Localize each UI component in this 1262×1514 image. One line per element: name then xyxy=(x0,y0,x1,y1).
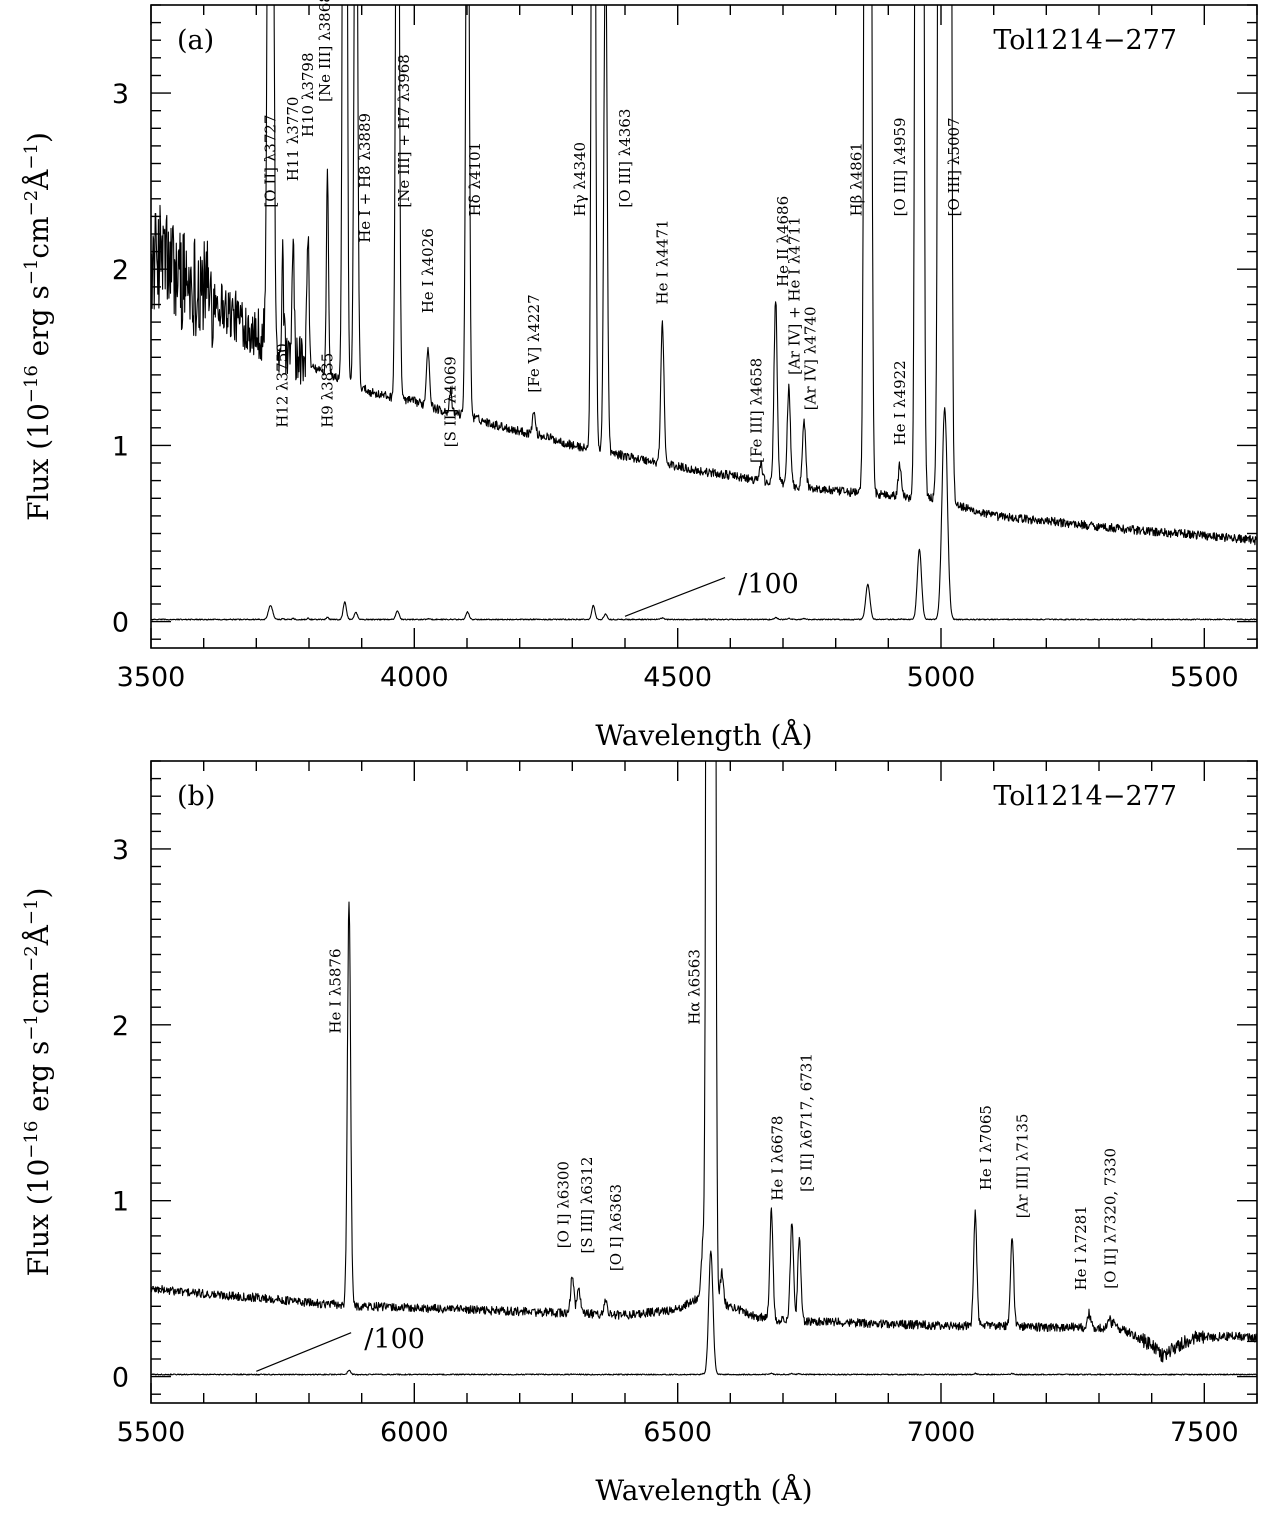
line-label: He I λ6678 xyxy=(769,1116,787,1201)
line-label: Hδ λ4101 xyxy=(466,142,484,217)
y-axis-title: Flux (10−16 erg s−1cm−2Å−1) xyxy=(21,132,55,521)
object-name: Tol1214−277 xyxy=(993,781,1177,812)
line-label: [O III] λ4363 xyxy=(616,109,634,208)
line-label: [O I] λ6300 xyxy=(554,1161,572,1248)
y-tick-label: 2 xyxy=(112,255,129,286)
spectrum-series-scaled xyxy=(151,407,1257,621)
line-label: He I λ4471 xyxy=(653,219,671,304)
object-name: Tol1214−277 xyxy=(993,25,1177,56)
x-tick-label: 7500 xyxy=(1170,1417,1239,1448)
y-tick-label: 2 xyxy=(112,1011,129,1042)
line-label: Hβ λ4861 xyxy=(848,142,866,216)
scale-pointer xyxy=(624,576,726,617)
line-label: Hγ λ4340 xyxy=(571,142,589,217)
panel-tag: (a) xyxy=(177,25,214,56)
line-label: [Fe III] λ4658 xyxy=(748,358,766,463)
line-label: He II λ4686 xyxy=(774,196,792,287)
line-label: [S III] λ6312 xyxy=(578,1157,596,1254)
y-tick-label: 0 xyxy=(112,608,129,639)
plot-frame xyxy=(150,4,1258,649)
x-tick-label: 5000 xyxy=(907,662,976,693)
scale-pointer xyxy=(256,1332,352,1372)
panel-a-spectrum: 3500 4000 4500 5000 5500 0 1 2 3 (a) Tol1214−277/1… xyxy=(21,0,1258,752)
line-label: He I λ7065 xyxy=(977,1105,995,1190)
x-tick-label: 3500 xyxy=(117,662,186,693)
line-label: [O II] λ3727 xyxy=(262,115,280,208)
line-label: [S II] λ4069 xyxy=(442,356,460,447)
spectrum-series xyxy=(151,761,1257,1363)
scale-note: /100 xyxy=(738,569,799,600)
line-label: H10 λ3798 xyxy=(299,52,317,137)
line-label: Hα λ6563 xyxy=(686,949,704,1025)
y-tick-label: 3 xyxy=(112,79,129,110)
panel-tag: (b) xyxy=(177,781,215,812)
line-label: H11 λ3770 xyxy=(284,97,302,182)
line-label: [O III] λ5007 xyxy=(945,117,963,216)
line-label: H12 λ3750 xyxy=(274,343,292,428)
y-axis-title: Flux (10−16 erg s−1cm−2Å−1) xyxy=(21,888,55,1277)
plot-frame xyxy=(150,760,1258,1404)
x-tick-label: 6500 xyxy=(643,1417,712,1448)
x-axis-title: Wavelength (Å) xyxy=(595,1474,812,1507)
y-tick-label: 3 xyxy=(112,835,129,866)
line-label: [Ar III] λ7135 xyxy=(1014,1114,1032,1219)
line-label: [Ar IV] λ4740 xyxy=(801,307,819,411)
line-label: H9 λ3835 xyxy=(318,353,336,428)
line-label: [Ar IV] + He I λ4711 xyxy=(786,216,804,374)
line-label: He I + H8 λ3889 xyxy=(356,113,374,243)
line-label: He I λ4026 xyxy=(419,228,437,313)
line-label: [Ne III] + H7 λ3968 xyxy=(395,54,413,207)
panel-b-spectrum: 5500 6000 6500 7000 7500 0 1 2 3 (b) Tol1214−277/1… xyxy=(21,760,1258,1507)
x-tick-label: 4000 xyxy=(380,662,449,693)
x-tick-label: 4500 xyxy=(643,662,712,693)
spectrum-series xyxy=(151,5,1257,546)
x-tick-label: 7000 xyxy=(907,1417,976,1448)
spectrum-series-scaled xyxy=(151,1250,1257,1376)
line-label: He I λ5876 xyxy=(326,948,344,1033)
line-label: [O III] λ4959 xyxy=(891,117,909,216)
line-label: [Ne III] λ3868 xyxy=(316,0,334,102)
line-label: [O I] λ6363 xyxy=(607,1184,625,1271)
scale-note: /100 xyxy=(364,1324,425,1355)
x-axis-title: Wavelength (Å) xyxy=(595,719,812,752)
y-tick-label: 1 xyxy=(112,1187,129,1218)
x-tick-label: 5500 xyxy=(1170,662,1239,693)
line-label: [O II] λ7320, 7330 xyxy=(1102,1148,1120,1289)
line-label: He I λ7281 xyxy=(1072,1205,1090,1290)
x-tick-label: 6000 xyxy=(380,1417,449,1448)
y-tick-label: 1 xyxy=(112,431,129,462)
y-tick-label: 0 xyxy=(112,1363,129,1394)
line-label: He I λ4922 xyxy=(891,360,909,445)
line-label: [S II] λ6717, 6731 xyxy=(798,1053,816,1192)
x-tick-label: 5500 xyxy=(117,1417,186,1448)
line-label: [Fe V] λ4227 xyxy=(525,294,543,392)
